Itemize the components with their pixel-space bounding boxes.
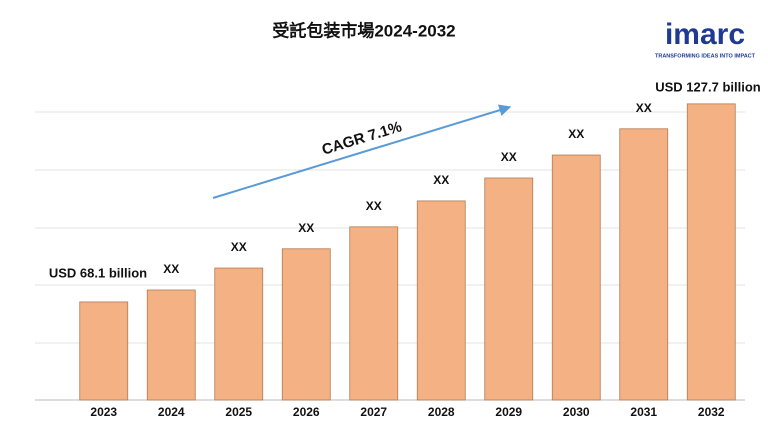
data-label: XX xyxy=(163,262,179,276)
chart-title: 受託包装市場2024-2032 xyxy=(272,20,455,40)
x-tick-label: 2030 xyxy=(563,405,590,419)
bar xyxy=(79,301,129,401)
bar xyxy=(686,103,736,401)
data-label: USD 68.1 billion xyxy=(49,265,147,280)
x-tick-label: 2027 xyxy=(360,405,387,419)
x-tick-label: 2031 xyxy=(630,405,657,419)
data-label: XX xyxy=(636,101,652,115)
bar xyxy=(619,128,669,401)
data-label: USD 127.7 billion xyxy=(655,79,761,94)
bar xyxy=(484,177,534,401)
data-label: XX xyxy=(366,199,382,213)
logo-tagline: TRANSFORMING IDEAS INTO IMPACT xyxy=(655,53,756,59)
x-tick-label: 2025 xyxy=(225,405,252,419)
bar xyxy=(551,154,601,401)
x-tick-label: 2029 xyxy=(495,405,522,419)
cagr-arrow xyxy=(212,104,512,199)
bar xyxy=(349,226,399,401)
logo: imarc xyxy=(665,18,745,51)
data-label: XX xyxy=(298,221,314,235)
x-tick-label: 2032 xyxy=(698,405,725,419)
x-tick-label: 2028 xyxy=(428,405,455,419)
bar xyxy=(214,267,264,401)
data-label: XX xyxy=(501,150,517,164)
x-tick-label: 2023 xyxy=(90,405,117,419)
bar xyxy=(416,200,466,401)
bar xyxy=(281,248,331,401)
x-tick-label: 2024 xyxy=(158,405,185,419)
data-label: XX xyxy=(568,127,584,141)
data-label: XX xyxy=(433,173,449,187)
bar xyxy=(146,289,196,401)
data-label: XX xyxy=(231,240,247,254)
x-tick-label: 2026 xyxy=(293,405,320,419)
